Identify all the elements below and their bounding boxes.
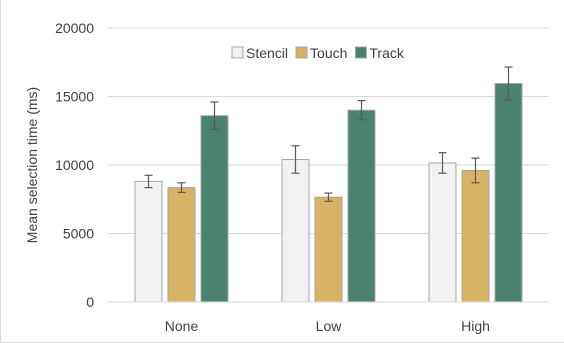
- error-bar: [357, 100, 366, 121]
- bar-stencil-none: [134, 180, 163, 303]
- x-tick-label: High: [461, 318, 490, 334]
- legend-label: Stencil: [246, 45, 288, 61]
- bar-touch-none: [167, 187, 196, 303]
- legend-label: Touch: [310, 45, 347, 61]
- y-axis-ticks: 0 5000 10000 15000 20000: [55, 20, 94, 310]
- legend-item-stencil: Stencil: [231, 45, 288, 61]
- legend-label: Track: [369, 45, 404, 61]
- error-bar: [438, 152, 447, 174]
- legend-swatch: [295, 46, 308, 59]
- y-tick-label: 20000: [55, 20, 94, 36]
- y-tick-label: 0: [86, 294, 94, 310]
- bar-track-low: [347, 109, 376, 303]
- error-bar: [177, 182, 186, 193]
- error-bar: [324, 192, 333, 202]
- error-bars: [144, 66, 513, 202]
- legend-swatch: [354, 46, 367, 59]
- x-axis-ticks: None Low High: [165, 318, 490, 334]
- legend: Stencil Touch Track: [231, 45, 405, 61]
- y-axis-title: Mean selection time (ms): [24, 87, 40, 243]
- bar-touch-low: [314, 196, 343, 303]
- bar-touch-high: [461, 169, 490, 303]
- legend-item-track: Track: [354, 45, 405, 61]
- y-tick-label: 15000: [55, 89, 94, 105]
- legend-swatch: [231, 46, 244, 59]
- x-tick-label: Low: [316, 318, 343, 334]
- y-tick-label: 5000: [63, 226, 94, 242]
- error-bar: [291, 145, 300, 174]
- error-bar: [504, 66, 513, 101]
- bar-stencil-low: [281, 159, 310, 303]
- bar-stencil-high: [428, 162, 457, 303]
- error-bar: [144, 174, 153, 189]
- bars: [134, 82, 523, 303]
- legend-item-touch: Touch: [295, 45, 347, 61]
- bar-track-high: [494, 82, 523, 303]
- x-tick-label: None: [165, 318, 199, 334]
- error-bar: [471, 157, 480, 184]
- error-bar: [210, 101, 219, 130]
- bar-track-none: [200, 115, 229, 303]
- y-tick-label: 10000: [55, 157, 94, 173]
